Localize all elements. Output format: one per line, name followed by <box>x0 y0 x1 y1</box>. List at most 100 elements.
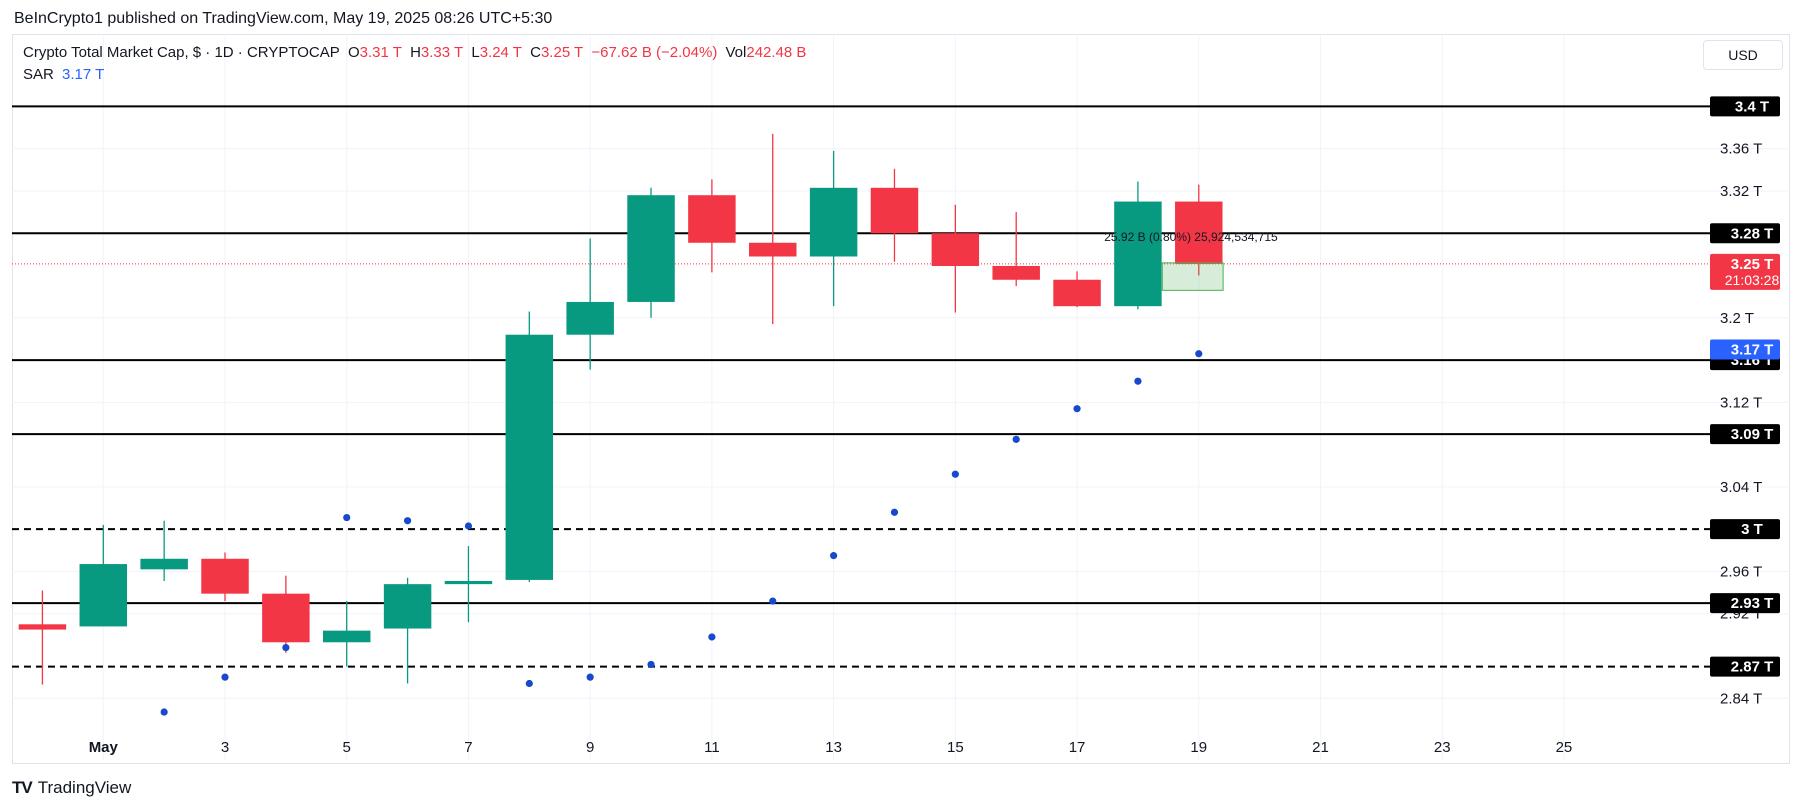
sar-dot <box>1134 377 1142 385</box>
level-price-label: 3 T <box>1741 521 1763 538</box>
candle-body[interactable] <box>688 195 736 243</box>
candle-body[interactable] <box>566 301 614 335</box>
low-value: 3.24 T <box>479 44 522 61</box>
sar-dot <box>951 470 959 478</box>
x-tick-label: 11 <box>704 739 720 756</box>
level-price-label: 3.4 T <box>1735 98 1769 115</box>
x-tick-label: 13 <box>825 739 842 756</box>
level-price-label-bg <box>1710 593 1780 614</box>
sar-price-label: 3.17 T <box>1731 342 1774 359</box>
sar-dot <box>769 597 777 605</box>
candle-body[interactable] <box>79 564 128 627</box>
candle-body[interactable] <box>1114 201 1162 307</box>
candle-body[interactable] <box>322 630 371 643</box>
x-tick-label: May <box>89 739 119 756</box>
candle-body[interactable] <box>444 580 493 585</box>
candle-body[interactable] <box>383 584 432 629</box>
candle-body[interactable] <box>870 187 919 234</box>
y-tick-label: 3.12 T <box>1720 394 1762 411</box>
sar-value: 3.17 T <box>62 66 105 83</box>
open-label: O <box>347 44 360 61</box>
level-price-label: 2.87 T <box>1731 659 1774 676</box>
y-tick-label: 3.04 T <box>1720 479 1762 496</box>
sar-dot <box>464 522 473 530</box>
candle-body[interactable] <box>505 334 554 580</box>
sar-dot <box>647 660 655 669</box>
chart-frame <box>12 34 1790 764</box>
sar-dot <box>586 673 594 681</box>
close-label: C <box>530 44 541 61</box>
last-price-label-countdown: 21:03:28 <box>1725 272 1780 288</box>
currency-button[interactable]: USD <box>1703 40 1783 70</box>
candle-body[interactable] <box>1053 279 1101 307</box>
x-tick-label: 19 <box>1190 739 1207 756</box>
y-tick-label: 3.32 T <box>1720 183 1762 200</box>
low-label: L <box>471 44 480 61</box>
sar-dot <box>221 673 229 681</box>
y-tick-label: 3.2 T <box>1720 310 1754 327</box>
measure-range-box[interactable] <box>1161 262 1224 291</box>
change-value: −67.62 B (−2.04%) <box>591 44 718 61</box>
candle-body[interactable] <box>1175 201 1223 264</box>
sar-dot <box>403 517 412 525</box>
x-tick-label: 9 <box>586 739 594 756</box>
level-price-label-bg <box>1710 96 1780 117</box>
candle-body[interactable] <box>931 233 980 267</box>
candle-body[interactable] <box>749 242 797 257</box>
last-price-label: 3.25 T <box>1731 256 1774 273</box>
level-price-label-bg <box>1710 519 1780 540</box>
candle-body[interactable] <box>262 593 310 643</box>
candle-body[interactable] <box>627 195 675 302</box>
close-value: 3.25 T <box>540 44 584 61</box>
level-price-label-bg <box>1710 656 1780 677</box>
volume-value: 242.48 B <box>746 44 807 61</box>
sar-dot <box>160 708 168 716</box>
level-price-label: 3.09 T <box>1731 426 1774 443</box>
level-price-label: 3.28 T <box>1731 225 1774 242</box>
x-tick-label: 21 <box>1312 739 1329 756</box>
sar-dot <box>708 633 716 641</box>
sar-dot <box>1195 350 1203 358</box>
sar-dot <box>1012 435 1020 443</box>
x-tick-label: 15 <box>947 739 964 756</box>
sar-dot <box>343 513 351 522</box>
publisher-note: BeInCrypto1 published on TradingView.com… <box>14 10 553 27</box>
candle-body[interactable] <box>18 624 67 630</box>
candle-body[interactable] <box>201 558 249 594</box>
sar-dot <box>830 552 838 560</box>
x-tick-label: 23 <box>1434 739 1451 756</box>
tradingview-brand: TV TradingView <box>12 778 131 798</box>
level-price-label: 2.93 T <box>1731 595 1774 612</box>
sar-dot <box>282 643 290 652</box>
x-tick-label: 25 <box>1556 739 1573 756</box>
sar-dot <box>890 508 899 516</box>
sar-label[interactable]: SAR <box>23 66 54 83</box>
y-tick-label: 3.36 T <box>1720 141 1762 158</box>
sar-dot <box>1073 405 1081 413</box>
x-tick-label: 3 <box>221 739 229 756</box>
candle-body[interactable] <box>809 187 858 257</box>
symbol-title[interactable]: Crypto Total Market Cap, $ · 1D · CRYPTO… <box>23 44 340 61</box>
x-tick-label: 17 <box>1069 739 1086 756</box>
level-price-label-bg <box>1710 223 1780 244</box>
brand-name: TradingView <box>37 778 132 797</box>
y-tick-label: 2.96 T <box>1720 563 1762 580</box>
sar-price-label-bg <box>1710 339 1780 360</box>
tradingview-logo-icon: TV <box>12 778 33 797</box>
symbol-legend: Crypto Total Market Cap, $ · 1D · CRYPTO… <box>23 44 810 61</box>
candle-body[interactable] <box>992 266 1040 280</box>
x-tick-label: 7 <box>464 739 472 756</box>
y-tick-label: 2.84 T <box>1720 690 1762 707</box>
last-price-label-bg <box>1710 253 1780 290</box>
candle-body[interactable] <box>140 558 188 570</box>
level-price-label-bg <box>1710 424 1780 445</box>
high-value: 3.33 T <box>420 44 464 61</box>
x-tick-label: 5 <box>343 739 351 756</box>
open-value: 3.31 T <box>359 44 402 61</box>
sar-legend: SAR 3.17 T <box>23 66 108 83</box>
measure-label: 25.92 B (0.80%) 25,924,534,715 <box>1104 230 1278 244</box>
sar-dot <box>525 679 533 688</box>
high-label: H <box>410 44 421 61</box>
volume-label: Vol <box>725 44 747 61</box>
